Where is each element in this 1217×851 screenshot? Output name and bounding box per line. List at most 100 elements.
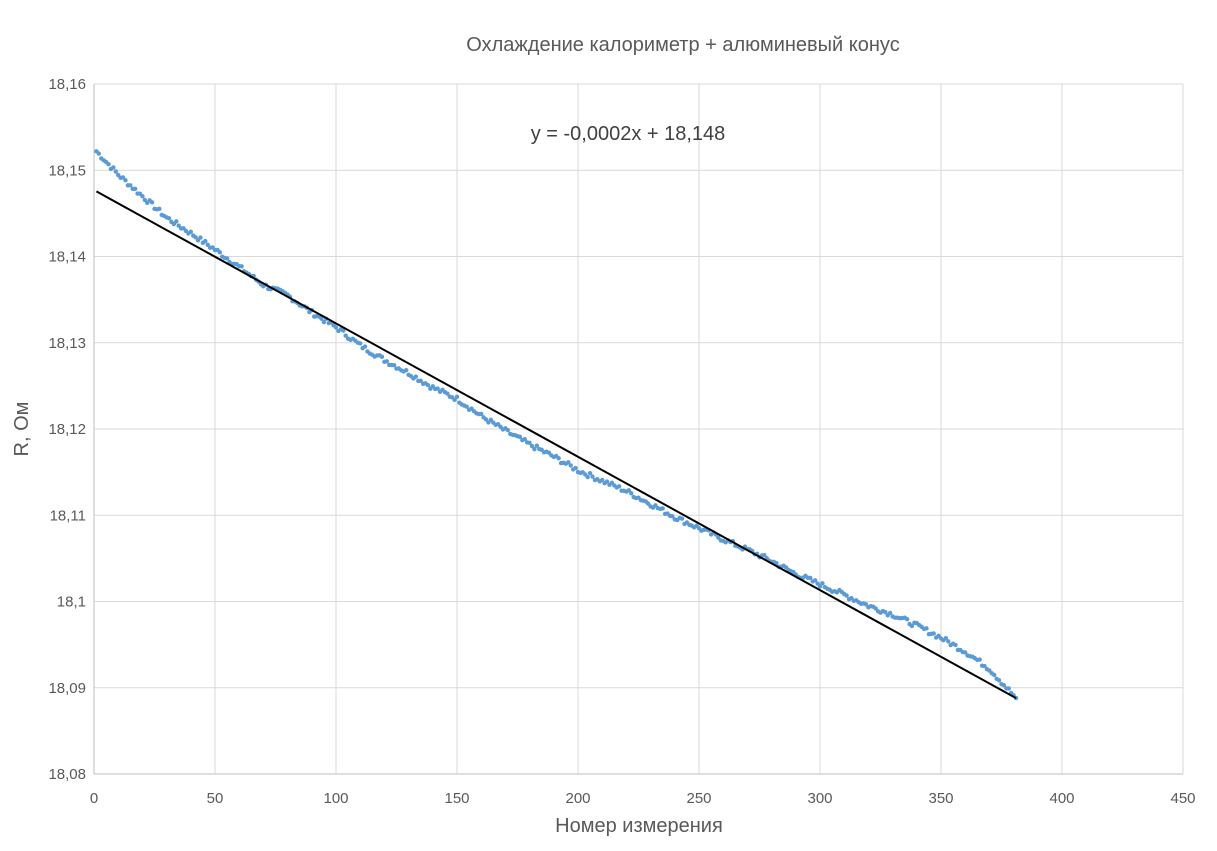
x-axis-title: Номер измерения: [555, 815, 723, 837]
data-point: [645, 501, 651, 506]
data-point: [943, 635, 949, 641]
data-point: [362, 344, 368, 349]
y-tick-label: 18,13: [48, 335, 86, 352]
data-point: [556, 456, 561, 461]
data-point: [384, 359, 390, 364]
x-tick-label: 250: [686, 790, 711, 807]
data-point: [585, 474, 590, 480]
data-point: [616, 484, 622, 489]
data-point: [873, 606, 878, 611]
data-point: [600, 477, 605, 483]
y-axis-title: R, Ом: [11, 402, 33, 457]
trendline-equation: y = -0,0002x + 18,148: [531, 123, 726, 145]
x-tick-label: 350: [928, 790, 953, 807]
data-point: [149, 200, 155, 205]
data-point: [435, 386, 440, 391]
x-tick-label: 400: [1049, 790, 1074, 807]
data-point: [883, 609, 888, 615]
y-tick-label: 18,16: [48, 76, 86, 93]
data-point: [203, 238, 208, 244]
y-tick-label: 18,15: [48, 162, 86, 179]
data-point: [587, 470, 593, 476]
data-point: [982, 663, 987, 669]
data-point: [517, 434, 523, 440]
data-point: [527, 440, 532, 446]
y-axis-ticks: 18,08 18,09 18,1 18,11 18,12 18,13 18,14 18,15 1…: [48, 76, 86, 783]
data-point: [113, 169, 118, 174]
data-point: [774, 561, 779, 566]
data-point: [568, 463, 573, 468]
data-point: [483, 417, 489, 422]
data-point: [1001, 683, 1007, 688]
x-tick-label: 300: [807, 790, 832, 807]
data-point: [812, 578, 818, 583]
data-point: [1006, 686, 1011, 691]
data-point: [963, 650, 968, 655]
data-points: [94, 149, 1019, 701]
data-point: [96, 151, 102, 156]
data-point: [904, 617, 910, 622]
data-point: [166, 216, 172, 221]
data-point: [379, 354, 385, 359]
trendline: [95, 190, 1017, 699]
x-tick-label: 150: [444, 790, 469, 807]
data-point: [924, 626, 929, 631]
data-point: [358, 341, 363, 346]
data-point: [996, 678, 1002, 683]
x-axis-ticks: 0 50 100 150 200 250 300 350 400 450: [90, 790, 1196, 807]
data-point: [224, 256, 230, 261]
y-tick-label: 18,08: [48, 766, 86, 783]
data-point: [321, 319, 327, 325]
data-point: [479, 411, 484, 417]
data-point: [820, 581, 825, 586]
data-point: [931, 631, 936, 636]
data-point: [413, 374, 419, 379]
y-tick-label: 18,12: [48, 421, 86, 438]
data-point: [106, 161, 111, 167]
data-point: [863, 602, 869, 607]
data-point: [464, 404, 469, 409]
y-tick-label: 18,1: [57, 594, 86, 611]
data-point: [844, 593, 849, 598]
data-point: [808, 575, 813, 581]
data-point: [391, 363, 397, 368]
data-point: [343, 333, 348, 338]
data-point: [319, 316, 324, 321]
data-point: [909, 623, 915, 629]
y-tick-label: 18,14: [48, 249, 86, 266]
data-point: [157, 206, 162, 212]
data-point: [573, 465, 578, 471]
data-point: [418, 378, 423, 383]
data-point: [452, 397, 457, 403]
x-tick-label: 100: [323, 790, 348, 807]
data-point: [403, 367, 409, 373]
grid: [93, 83, 1184, 775]
data-point: [815, 581, 820, 586]
data-point: [505, 427, 511, 433]
data-point: [188, 229, 193, 235]
data-point: [679, 516, 685, 521]
data-point: [992, 672, 997, 678]
data-point: [946, 639, 951, 644]
data-point: [660, 506, 665, 511]
y-tick-label: 18,09: [48, 680, 86, 697]
data-point: [425, 382, 431, 388]
data-point: [132, 186, 138, 191]
data-point: [341, 328, 346, 333]
data-point: [977, 657, 982, 662]
data-point: [128, 183, 133, 188]
data-point: [670, 514, 675, 519]
x-tick-label: 50: [207, 790, 224, 807]
data-point: [454, 394, 460, 400]
x-tick-label: 0: [90, 790, 98, 807]
data-point: [333, 325, 339, 330]
data-point: [629, 491, 634, 496]
data-point: [566, 460, 571, 465]
data-point: [762, 553, 767, 558]
data-point: [239, 264, 244, 269]
data-point: [198, 235, 203, 240]
data-point: [817, 584, 823, 589]
data-point: [953, 642, 958, 648]
